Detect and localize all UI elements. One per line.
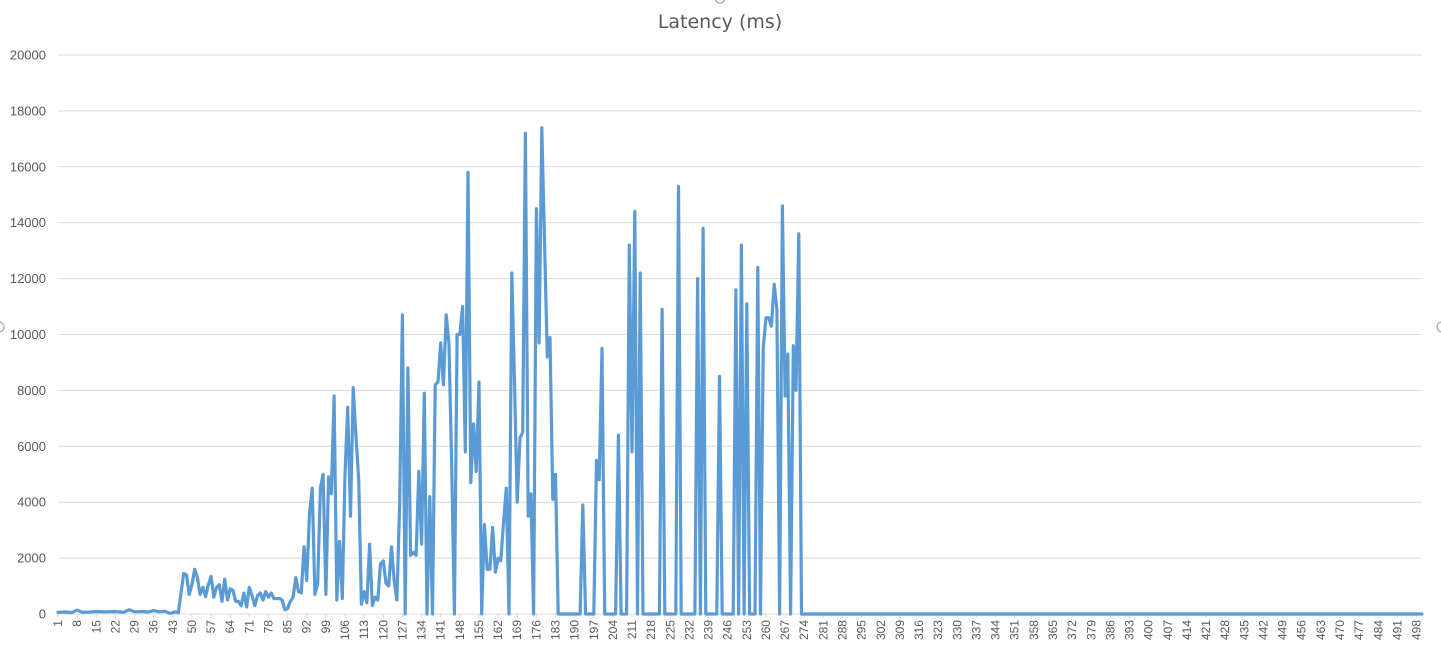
x-tick-label: 120 [376,620,390,640]
chart-resize-handle-right[interactable] [1436,321,1441,333]
x-tick-label: 113 [357,620,371,639]
x-tick-label: 484 [1371,620,1385,640]
chart-resize-handle-top[interactable] [714,0,726,4]
x-tick-label: 218 [644,620,658,640]
x-tick-label: 239 [702,620,716,640]
x-tick-label: 106 [338,620,352,640]
x-tick-label: 29 [128,620,142,634]
y-tick-label: 14000 [10,215,46,230]
x-tick-label: 449 [1276,620,1290,640]
x-tick-label: 288 [836,620,850,640]
x-tick-label: 316 [912,620,926,640]
chart-resize-handle-left[interactable] [0,321,5,333]
y-tick-label: 18000 [10,103,46,118]
x-tick-label: 491 [1390,620,1404,640]
x-tick-label: 85 [281,620,295,634]
x-tick-label: 204 [606,620,620,640]
y-tick-label: 10000 [10,327,46,342]
x-tick-label: 477 [1352,620,1366,640]
y-tick-label: 0 [39,607,46,622]
x-tick-label: 498 [1410,620,1424,640]
x-tick-label: 470 [1333,620,1347,640]
x-tick-label: 99 [319,620,333,634]
x-tick-label: 386 [1103,620,1117,640]
x-tick-label: 64 [223,620,237,634]
x-tick-label: 421 [1199,620,1213,640]
x-tick-label: 358 [1027,620,1041,640]
x-tick-label: 267 [778,620,792,640]
x-tick-label: 281 [816,620,830,640]
x-tick-label: 36 [147,620,161,634]
x-tick-label: 260 [759,620,773,640]
x-tick-label: 57 [204,620,218,634]
x-tick-label: 232 [682,620,696,640]
x-tick-label: 393 [1123,620,1137,640]
y-tick-label: 12000 [10,271,46,286]
y-tick-label: 16000 [10,159,46,174]
x-tick-label: 22 [108,620,122,634]
chart-title: Latency (ms) [658,11,782,33]
x-tick-label: 183 [548,620,562,640]
y-tick-label: 2000 [17,551,46,566]
x-tick-label: 442 [1256,620,1270,640]
x-tick-label: 407 [1161,620,1175,640]
x-tick-label: 134 [415,620,429,640]
x-tick-label: 162 [491,620,505,640]
x-tick-label: 330 [950,620,964,640]
y-axis-ticks: 0 2000 4000 6000 8000 10000 12000 14000 16000 180… [10,48,46,622]
x-tick-label: 302 [874,620,888,640]
x-tick-label: 15 [89,620,103,634]
y-tick-label: 6000 [17,439,46,454]
x-tick-label: 190 [568,620,582,640]
x-tick-label: 323 [931,620,945,640]
x-tick-label: 400 [1142,620,1156,640]
y-tick-label: 4000 [17,495,46,510]
x-tick-label: 456 [1295,620,1309,640]
x-tick-label: 246 [721,620,735,640]
x-tick-label: 379 [1084,620,1098,640]
x-tick-label: 351 [1008,620,1022,640]
x-tick-label: 274 [797,620,811,640]
x-tick-label: 344 [989,620,1003,640]
x-tick-label: 141 [434,620,448,640]
x-tick-label: 127 [395,620,409,640]
x-tick-label: 92 [300,620,314,634]
x-tick-label: 197 [587,620,601,640]
x-tick-label: 225 [663,620,677,640]
x-tick-label: 435 [1237,620,1251,640]
x-tick-label: 8 [70,620,84,627]
x-tick-label: 337 [969,620,983,640]
x-tick-label: 414 [1180,620,1194,640]
x-tick-label: 71 [242,620,256,634]
x-tick-label: 50 [185,620,199,634]
x-tick-label: 365 [1046,620,1060,640]
x-tick-label: 463 [1314,620,1328,640]
x-tick-label: 428 [1218,620,1232,640]
x-tick-label: 309 [893,620,907,640]
x-tick-label: 148 [453,620,467,640]
x-tick-label: 1 [51,620,65,627]
x-tick-label: 295 [855,620,869,640]
x-tick-label: 43 [166,620,180,634]
x-tick-label: 372 [1065,620,1079,640]
x-axis-ticks: 1 8 15 22 29 36 43 50 57 64 71 78 85 92 99 106 113 120 127… [51,614,1424,640]
x-tick-label: 155 [472,620,486,640]
y-tick-label: 8000 [17,383,46,398]
x-tick-label: 176 [529,620,543,640]
latency-series-line [56,126,1424,616]
x-tick-label: 78 [261,620,275,634]
x-tick-label: 253 [740,620,754,640]
x-tick-label: 211 [625,620,639,639]
y-tick-label: 20000 [10,48,46,63]
x-tick-label: 169 [510,620,524,640]
